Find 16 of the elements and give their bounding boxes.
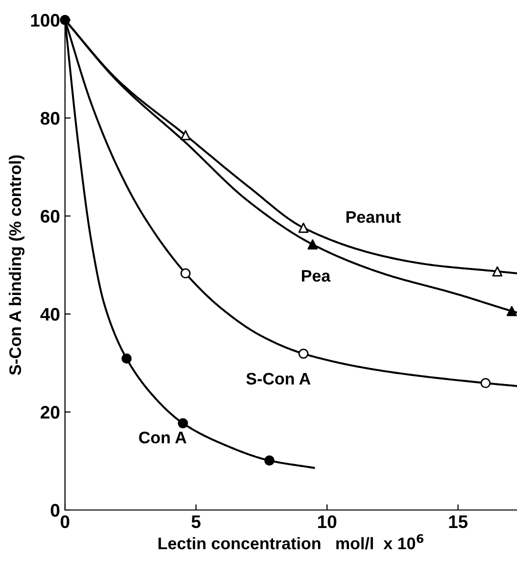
y-tick-label: 80 bbox=[40, 112, 60, 125]
series-label: Con A bbox=[139, 432, 186, 444]
y-tick-label: 40 bbox=[40, 308, 60, 321]
x-tick-label: 15 bbox=[449, 516, 468, 528]
y-tick-label: 60 bbox=[40, 210, 60, 223]
x-tick-label: 5 bbox=[192, 516, 201, 528]
series-label: Pea bbox=[302, 270, 331, 282]
y-axis-title: S-Con A binding (% control) bbox=[8, 155, 24, 375]
x-axis-title: Lectin concentration mol/l x 10$^{6}$ bbox=[158, 534, 424, 550]
y-tick-label: 100 bbox=[31, 14, 60, 27]
y-tick-label: 0 bbox=[50, 504, 60, 517]
series-label: S-Con A bbox=[246, 372, 310, 385]
y-tick-label: 20 bbox=[40, 406, 60, 419]
x-tick-label: 0 bbox=[60, 515, 70, 528]
x-tick-label: 10 bbox=[318, 515, 336, 528]
series-label: Peanut bbox=[346, 211, 401, 223]
